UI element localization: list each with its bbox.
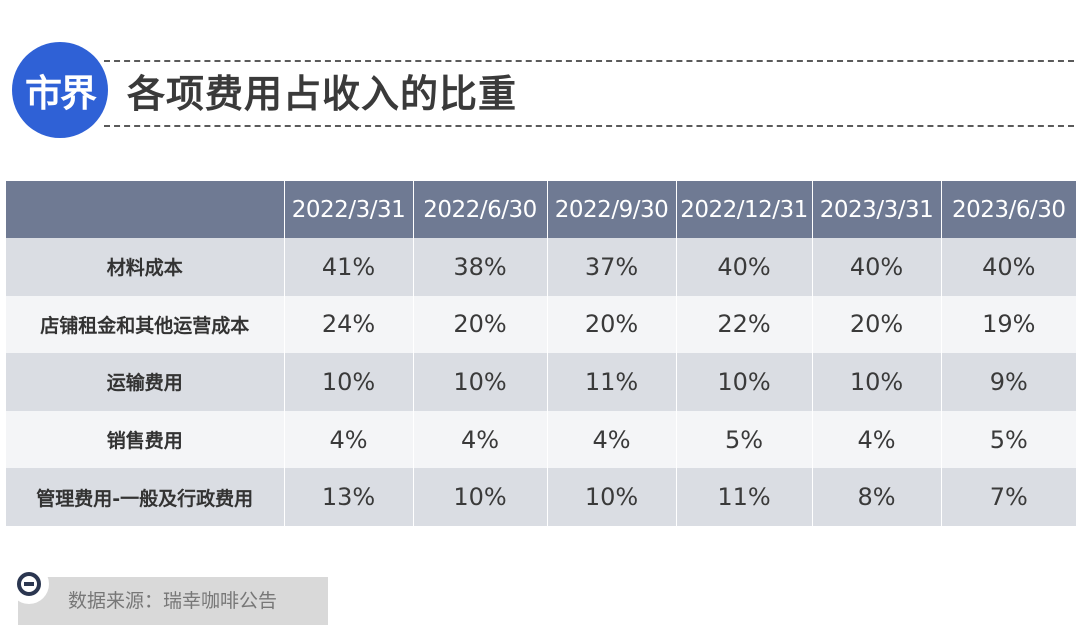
title-divider-top: [104, 60, 1074, 62]
table-cell: 8%: [812, 468, 942, 526]
table-cell: 40%: [982, 252, 1036, 281]
table-header-corner: [6, 181, 285, 238]
table-row: 材料成本 41% 38% 37% 40% 40% 40%: [6, 238, 1076, 296]
table-cell: 4%: [284, 410, 414, 469]
logo-text: 市界: [25, 72, 97, 115]
column-header: 2022/6/30: [413, 181, 548, 238]
table-cell: 24%: [284, 295, 414, 354]
table-cell: 4%: [413, 410, 548, 469]
minus-circle-icon-bar: [24, 582, 34, 586]
logo-badge: 市界: [12, 42, 108, 138]
table-cell: 22%: [676, 295, 813, 354]
table-cell: 10%: [413, 353, 548, 411]
row-label: 运输费用: [6, 353, 285, 411]
expense-ratio-table: 2022/3/31 2022/6/30 2022/9/30 2022/12/31 202…: [6, 181, 1076, 526]
column-header: 2022/3/31: [284, 181, 414, 238]
table-cell: 20%: [547, 295, 677, 354]
column-header: 2023/6/30: [952, 196, 1066, 223]
table-cell: 10%: [676, 353, 813, 411]
table-cell: 5%: [676, 410, 813, 469]
row-label: 材料成本: [6, 238, 285, 296]
table-cell: 40%: [676, 238, 813, 296]
table-cell: 40%: [812, 238, 942, 296]
table-row: 销售费用 4% 4% 4% 5% 4% 5%: [6, 410, 1076, 469]
table-cell: 4%: [812, 410, 942, 469]
table-cell: 38%: [413, 238, 548, 296]
page-title: 各项费用占收入的比重: [127, 72, 518, 116]
minus-circle-icon: [9, 564, 49, 604]
title-divider-bottom: [104, 125, 1074, 127]
table-cell: 20%: [413, 295, 548, 354]
table-cell: 10%: [413, 468, 548, 526]
row-label: 店铺租金和其他运营成本: [6, 295, 285, 354]
column-header: 2023/3/31: [812, 181, 942, 238]
table-cell: 11%: [547, 353, 677, 411]
table-row: 运输费用 10% 10% 11% 10% 10% 9%: [6, 353, 1076, 411]
table-cell: 9%: [989, 367, 1028, 396]
table-cell: 5%: [989, 425, 1028, 454]
table-cell: 10%: [284, 353, 414, 411]
source-box: 数据来源：瑞幸咖啡公告: [18, 577, 328, 625]
table-row: 管理费用-一般及行政费用 13% 10% 10% 11% 8% 7%: [6, 468, 1076, 526]
table-cell: 37%: [547, 238, 677, 296]
table-row: 店铺租金和其他运营成本 24% 20% 20% 22% 20% 19%: [6, 295, 1076, 354]
table-cell: 7%: [989, 483, 1028, 512]
table-cell: 10%: [547, 468, 677, 526]
table-cell: 11%: [676, 468, 813, 526]
table-cell: 41%: [284, 238, 414, 296]
table-header-row: 2022/3/31 2022/6/30 2022/9/30 2022/12/31 202…: [6, 181, 1076, 238]
table-cell: 19%: [982, 310, 1036, 339]
table-cell: 4%: [547, 410, 677, 469]
minus-circle-icon-ring: [17, 572, 41, 596]
table-cell: 13%: [284, 468, 414, 526]
row-label: 销售费用: [6, 410, 285, 469]
source-text: 数据来源：瑞幸咖啡公告: [68, 590, 278, 612]
column-header: 2022/9/30: [547, 181, 677, 238]
column-header: 2022/12/31: [676, 181, 813, 238]
table-cell: 20%: [812, 295, 942, 354]
table-body: 材料成本 41% 38% 37% 40% 40% 40% 店铺租金和其他运营成本 24% 20% 2…: [6, 238, 1076, 526]
table-cell: 10%: [812, 353, 942, 411]
row-label: 管理费用-一般及行政费用: [6, 468, 285, 526]
